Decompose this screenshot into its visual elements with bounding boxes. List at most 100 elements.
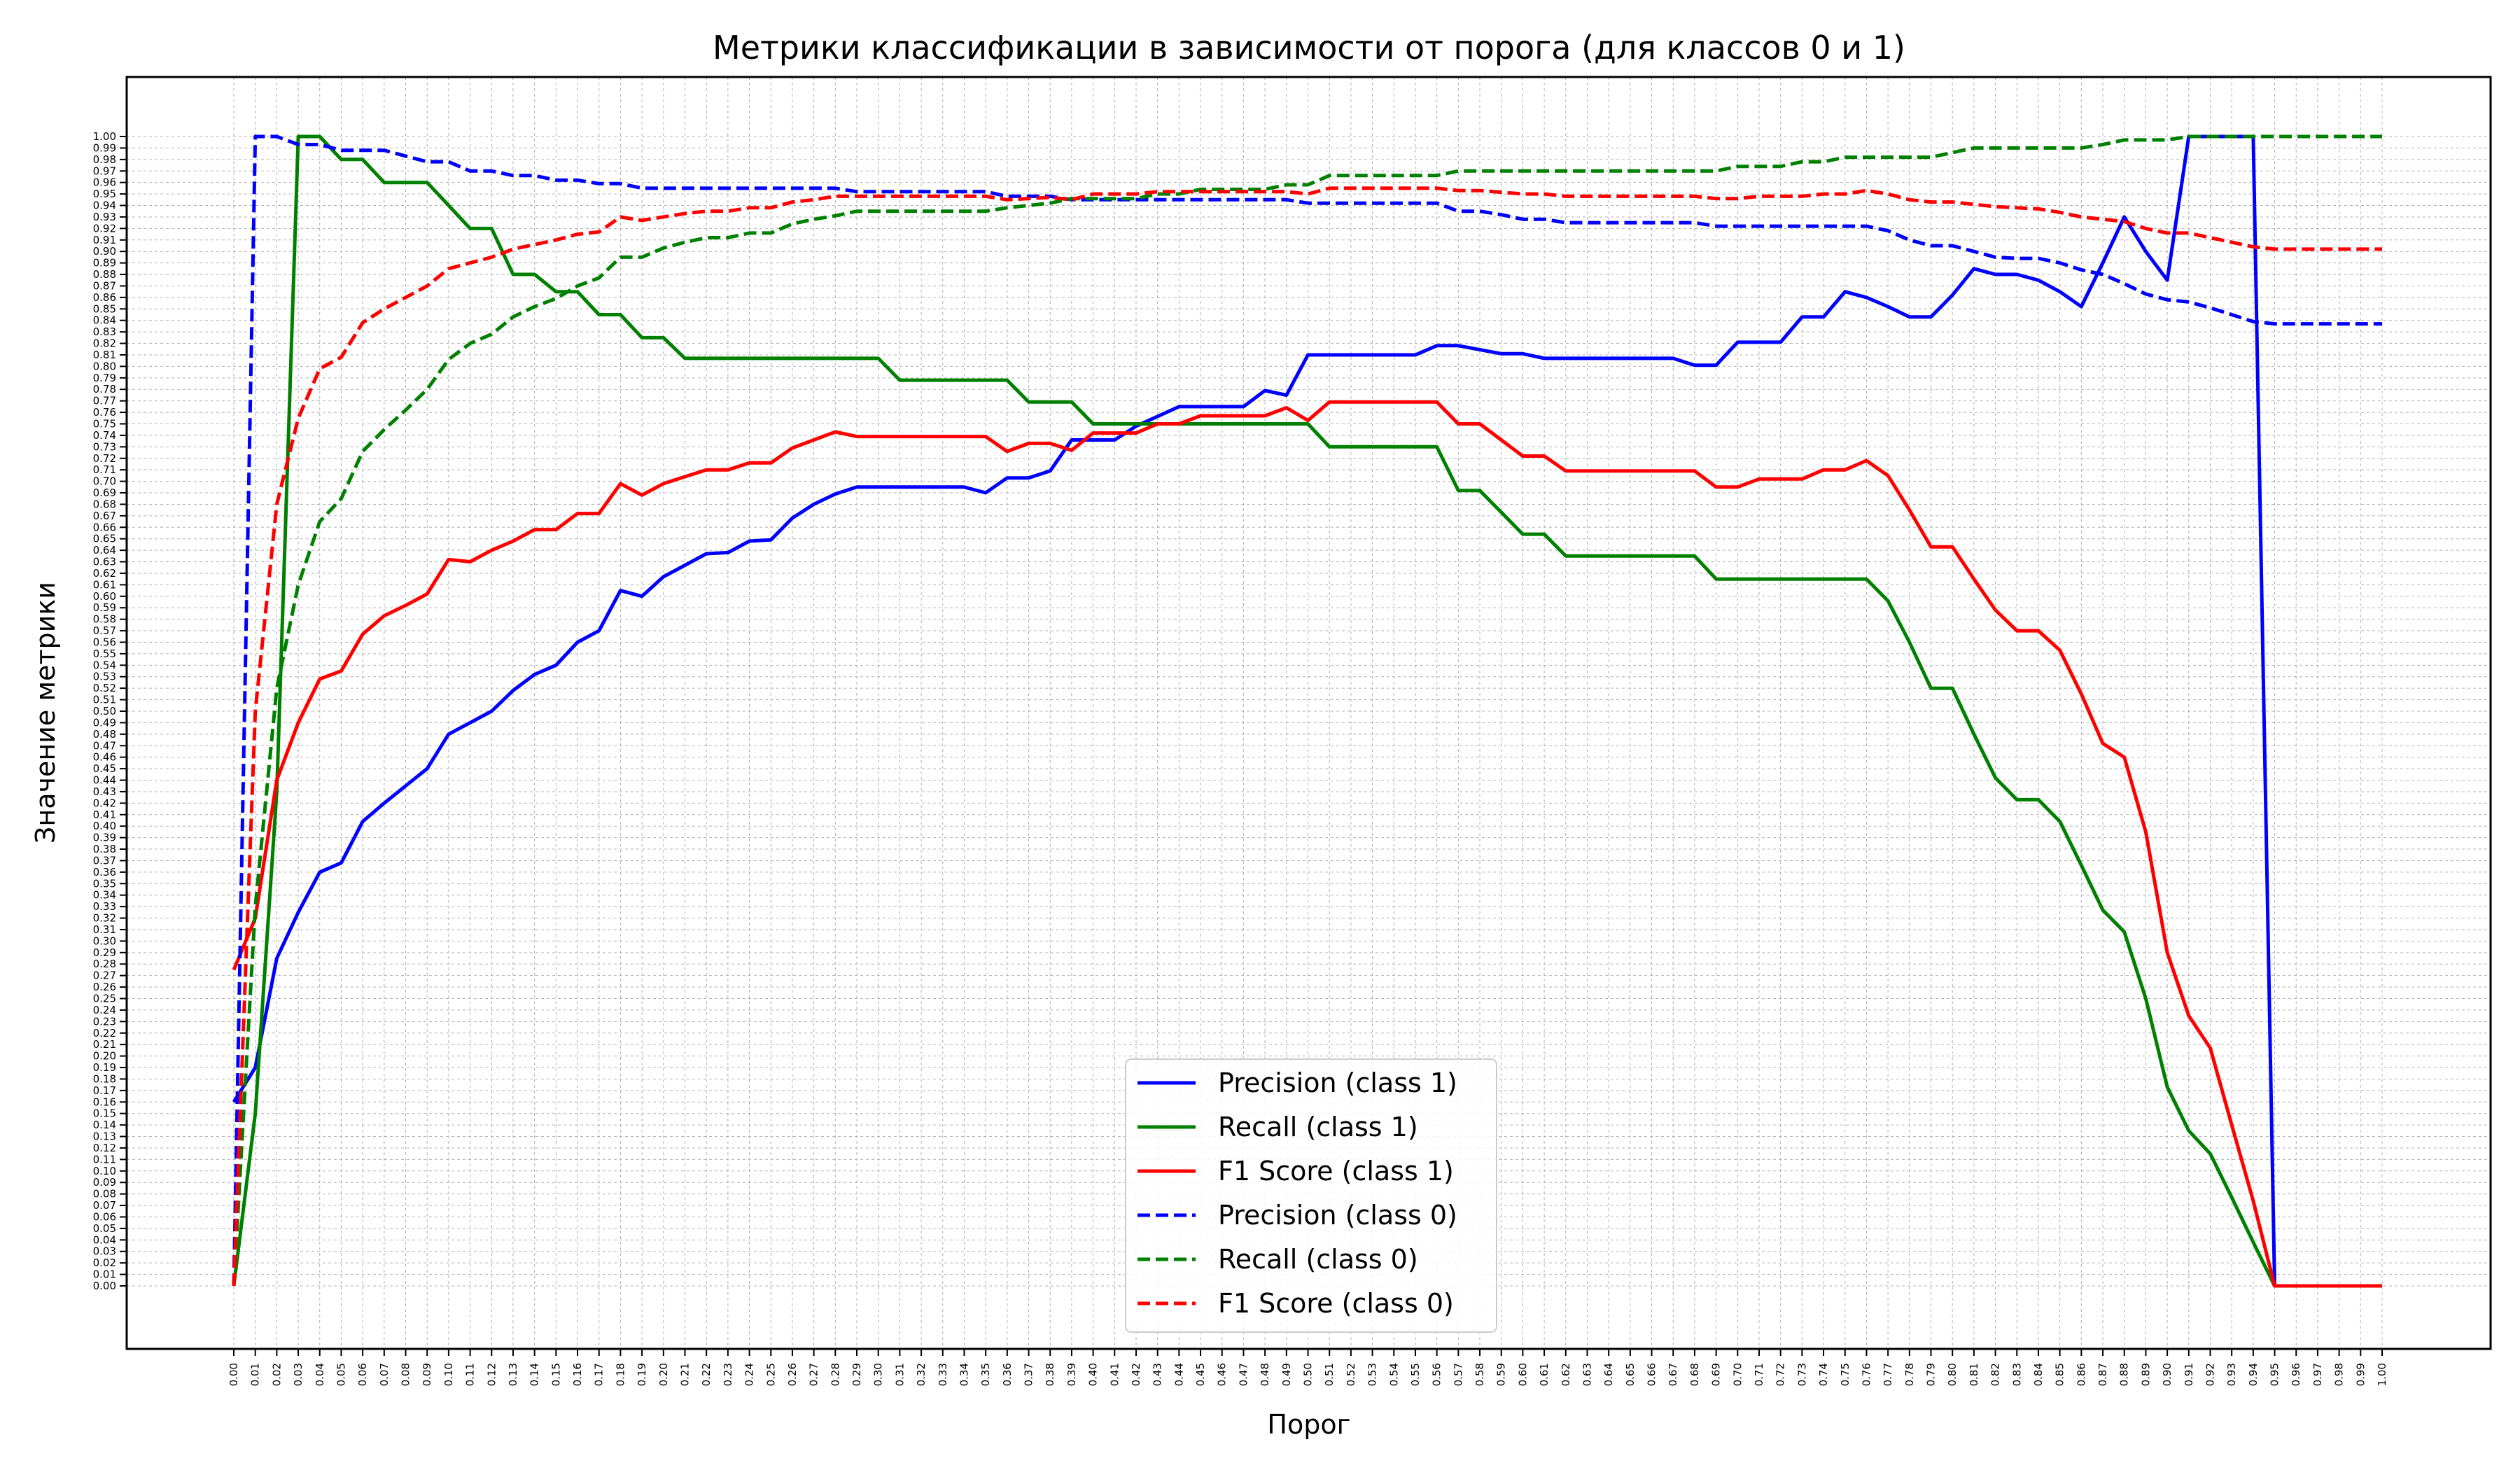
x-tick-label: 0.42 bbox=[1130, 1363, 1142, 1386]
x-tick-label: 0.00 bbox=[227, 1363, 240, 1386]
y-tick-label: 0.87 bbox=[93, 279, 116, 292]
x-tick-label: 0.05 bbox=[335, 1363, 347, 1386]
x-tick-label: 0.65 bbox=[1624, 1363, 1637, 1386]
x-tick-label: 0.26 bbox=[786, 1363, 799, 1386]
y-tick-label: 0.73 bbox=[93, 440, 116, 453]
y-tick-label: 0.71 bbox=[93, 463, 116, 476]
x-tick-label: 0.22 bbox=[700, 1363, 713, 1386]
x-tick-label: 1.00 bbox=[2376, 1363, 2388, 1386]
y-tick-label: 0.53 bbox=[93, 671, 116, 683]
x-tick-label: 0.95 bbox=[2269, 1363, 2281, 1386]
y-tick-label: 0.97 bbox=[93, 164, 116, 177]
legend-box bbox=[1125, 1058, 1497, 1333]
y-tick-label: 0.58 bbox=[93, 613, 116, 626]
y-tick-label: 0.63 bbox=[93, 556, 116, 568]
y-tick-label: 0.42 bbox=[93, 797, 116, 809]
y-tick-label: 0.05 bbox=[93, 1222, 116, 1235]
x-tick-label: 0.93 bbox=[2225, 1363, 2238, 1386]
y-tick-label: 0.41 bbox=[93, 808, 116, 821]
y-tick-label: 0.83 bbox=[93, 326, 116, 338]
x-tick-label: 0.21 bbox=[678, 1363, 691, 1386]
x-tick-label: 0.49 bbox=[1280, 1363, 1293, 1386]
y-tick-label: 0.55 bbox=[93, 648, 116, 660]
x-tick-label: 0.52 bbox=[1345, 1363, 1357, 1386]
y-tick-label: 0.88 bbox=[93, 268, 116, 281]
y-tick-label: 0.21 bbox=[93, 1038, 116, 1051]
y-tick-label: 0.77 bbox=[93, 395, 116, 407]
y-tick-label: 0.01 bbox=[93, 1268, 116, 1281]
x-tick-label: 0.18 bbox=[614, 1363, 626, 1386]
chart-title: Метрики классификации в зависимости от п… bbox=[713, 29, 1905, 66]
y-tick-label: 0.40 bbox=[93, 820, 116, 832]
x-tick-label: 0.34 bbox=[958, 1363, 970, 1386]
x-tick-label: 0.33 bbox=[937, 1363, 949, 1386]
x-tick-label: 0.35 bbox=[979, 1363, 992, 1386]
legend-entry-label: Precision (class 0) bbox=[1218, 1200, 1457, 1231]
x-tick-label: 0.78 bbox=[1903, 1363, 1916, 1386]
x-tick-label: 0.75 bbox=[1839, 1363, 1851, 1386]
y-tick-label: 0.25 bbox=[93, 993, 116, 1005]
x-tick-label: 0.40 bbox=[1087, 1363, 1100, 1386]
y-tick-label: 1.00 bbox=[93, 130, 116, 143]
x-tick-label: 0.09 bbox=[421, 1363, 433, 1386]
y-tick-label: 0.79 bbox=[93, 372, 116, 384]
x-tick-label: 0.73 bbox=[1795, 1363, 1808, 1386]
x-tick-label: 0.29 bbox=[850, 1363, 863, 1386]
y-tick-label: 0.35 bbox=[93, 877, 116, 890]
y-tick-label: 0.59 bbox=[93, 601, 116, 614]
y-tick-label: 0.46 bbox=[93, 751, 116, 764]
x-tick-label: 0.47 bbox=[1237, 1363, 1250, 1386]
x-tick-label: 0.53 bbox=[1366, 1363, 1379, 1386]
y-tick-label: 0.75 bbox=[93, 418, 116, 430]
x-tick-label: 0.72 bbox=[1774, 1363, 1787, 1386]
y-tick-label: 0.96 bbox=[93, 176, 116, 189]
y-tick-label: 0.26 bbox=[93, 981, 116, 993]
x-tick-label: 0.71 bbox=[1753, 1363, 1765, 1386]
y-tick-label: 0.86 bbox=[93, 291, 116, 304]
y-tick-label: 0.98 bbox=[93, 153, 116, 166]
y-tick-label: 0.64 bbox=[93, 544, 116, 556]
series-line-5 bbox=[232, 186, 2382, 1287]
y-tick-label: 0.92 bbox=[93, 222, 116, 234]
y-tick-label: 0.61 bbox=[93, 578, 116, 591]
y-tick-label: 0.37 bbox=[93, 854, 116, 867]
y-tick-label: 0.31 bbox=[93, 923, 116, 936]
y-tick-label: 0.14 bbox=[93, 1119, 116, 1131]
x-tick-label: 0.16 bbox=[571, 1363, 584, 1386]
legend-entry-label: F1 Score (class 0) bbox=[1218, 1288, 1454, 1319]
y-tick-label: 0.60 bbox=[93, 590, 116, 603]
y-tick-label: 0.00 bbox=[93, 1280, 116, 1292]
x-tick-label: 0.46 bbox=[1216, 1363, 1228, 1386]
y-tick-label: 0.54 bbox=[93, 659, 116, 671]
x-tick-label: 0.84 bbox=[2032, 1363, 2045, 1386]
x-tick-label: 0.43 bbox=[1152, 1363, 1164, 1386]
x-tick-label: 0.38 bbox=[1044, 1363, 1056, 1386]
legend-entry-label: Recall (class 0) bbox=[1218, 1244, 1418, 1275]
x-tick-label: 0.28 bbox=[829, 1363, 841, 1386]
y-tick-label: 0.44 bbox=[93, 774, 116, 787]
x-tick-label: 0.11 bbox=[464, 1363, 477, 1386]
x-tick-label: 0.31 bbox=[893, 1363, 906, 1386]
x-tick-label: 0.25 bbox=[764, 1363, 777, 1386]
y-tick-label: 0.24 bbox=[93, 1004, 116, 1016]
x-tick-label: 0.39 bbox=[1065, 1363, 1078, 1386]
x-tick-label: 0.19 bbox=[636, 1363, 648, 1386]
y-tick-label: 0.72 bbox=[93, 452, 116, 465]
y-tick-label: 0.34 bbox=[93, 889, 116, 902]
x-tick-label: 0.36 bbox=[1001, 1363, 1014, 1386]
y-tick-label: 0.04 bbox=[93, 1233, 116, 1246]
x-tick-label: 0.12 bbox=[485, 1363, 498, 1386]
y-tick-label: 0.06 bbox=[93, 1210, 116, 1223]
y-axis-ticks: 0.000.010.020.030.040.050.060.070.080.09… bbox=[93, 130, 127, 1292]
series-line-1 bbox=[232, 134, 2382, 1288]
x-tick-label: 0.01 bbox=[249, 1363, 262, 1386]
x-tick-label: 0.98 bbox=[2333, 1363, 2346, 1386]
x-tick-label: 0.74 bbox=[1817, 1363, 1830, 1386]
x-tick-label: 0.57 bbox=[1452, 1363, 1464, 1386]
x-tick-label: 0.24 bbox=[743, 1363, 756, 1386]
y-tick-label: 0.80 bbox=[93, 360, 116, 372]
x-tick-label: 0.92 bbox=[2204, 1363, 2216, 1386]
x-tick-label: 0.91 bbox=[2183, 1363, 2195, 1386]
series-line-4 bbox=[232, 134, 2382, 1287]
